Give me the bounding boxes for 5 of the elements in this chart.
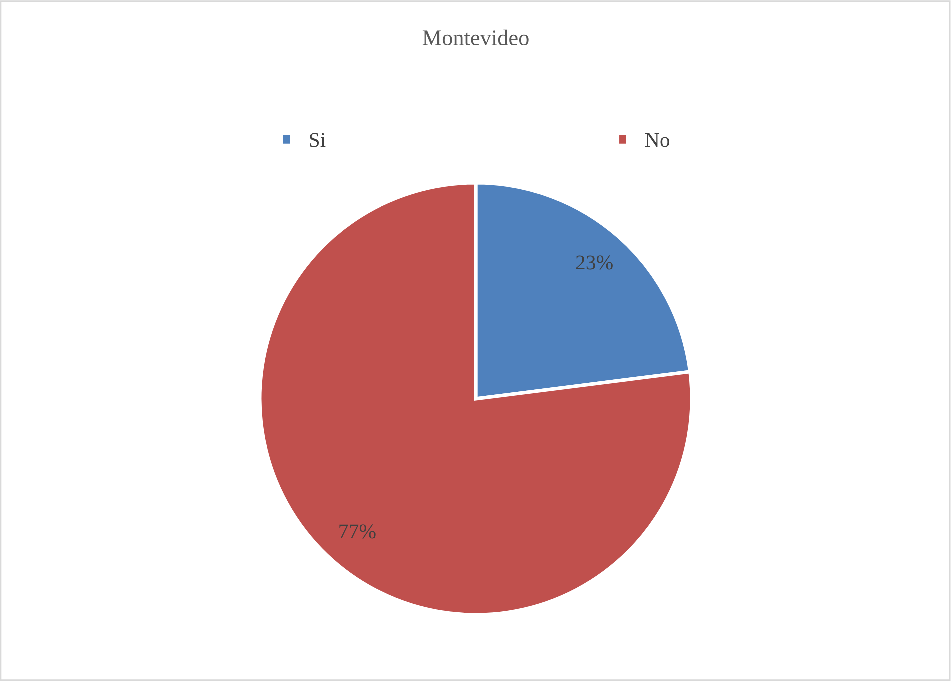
chart-title: Montevideo (422, 30, 529, 46)
legend-label: Si (310, 133, 326, 148)
data-label: 77% (340, 524, 376, 539)
data-label: 23% (576, 256, 613, 270)
legend-label: No (645, 133, 670, 148)
